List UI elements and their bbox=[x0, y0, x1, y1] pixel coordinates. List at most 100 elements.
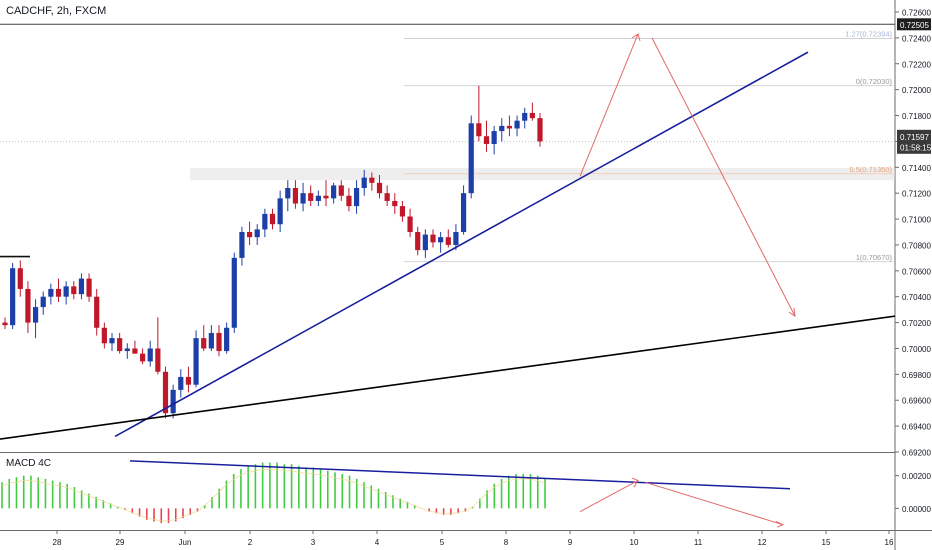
candle-body bbox=[10, 268, 16, 326]
candle-body bbox=[147, 348, 153, 362]
price-tick-label: 0.70800 bbox=[902, 241, 931, 250]
candle-body bbox=[71, 286, 77, 295]
candle-body bbox=[460, 193, 467, 232]
candle-body bbox=[537, 118, 543, 142]
price-tick-label: 0.70200 bbox=[902, 319, 931, 328]
macd-signal-line bbox=[1, 469, 546, 522]
candle-body bbox=[94, 296, 100, 328]
current-price-tag bbox=[897, 129, 931, 154]
macd-projection-down-line bbox=[644, 481, 784, 526]
price-tick-label: 0.70600 bbox=[902, 267, 931, 276]
candle-body bbox=[392, 200, 398, 207]
macd-divergence-line bbox=[129, 460, 791, 490]
candle-body bbox=[399, 206, 406, 217]
candle-body bbox=[246, 232, 253, 238]
macd-tick-label: 0.00200 bbox=[902, 472, 931, 481]
candle-body bbox=[514, 120, 520, 129]
price-tick-label: 0.71800 bbox=[902, 112, 931, 121]
time-axis-layer[interactable]: 28 29 Jun 2 3 4 5 8 9 10 11 12 15 16 bbox=[53, 530, 894, 547]
price-tick-label: 0.69200 bbox=[902, 449, 931, 458]
candle-body bbox=[522, 112, 528, 121]
candle-body bbox=[369, 177, 375, 183]
symbol-title[interactable]: CADCHF, 2h, FXCM bbox=[6, 5, 106, 17]
marked-level-tag bbox=[897, 18, 931, 31]
candle-body bbox=[208, 332, 214, 349]
candles-layer bbox=[2, 85, 543, 419]
time-tick-label: 9 bbox=[568, 538, 573, 547]
price-tick-label: 0.69800 bbox=[902, 371, 931, 380]
candle-body bbox=[216, 332, 222, 352]
time-tick-label: 16 bbox=[885, 538, 894, 547]
drawings-layer[interactable] bbox=[0, 33, 896, 528]
time-tick-label: 11 bbox=[694, 538, 703, 547]
candle-body bbox=[285, 188, 291, 199]
candle-body bbox=[101, 327, 107, 344]
candle-body bbox=[139, 353, 146, 362]
time-tick-label: 2 bbox=[248, 538, 253, 547]
horizontal-lines-layer[interactable]: 1.27(0.72394) 0(0.72030) 0.5(0.71350) 1(0.7… bbox=[0, 23, 895, 263]
candle-body bbox=[231, 257, 237, 328]
candle-body bbox=[48, 288, 54, 297]
candle-body bbox=[376, 182, 383, 194]
time-tick-label: 4 bbox=[375, 538, 380, 547]
macd-histogram-layer bbox=[1, 462, 546, 524]
projection-up-arrowhead bbox=[631, 33, 641, 42]
candle-body bbox=[346, 195, 352, 207]
price-tick-label: 0.70000 bbox=[902, 345, 931, 354]
fib-level-label: 0(0.72030) bbox=[856, 77, 893, 86]
fib-level-label: 1(0.70670) bbox=[856, 253, 893, 262]
candle-body bbox=[361, 177, 367, 188]
candle-body bbox=[269, 213, 276, 225]
price-axis-layer[interactable]: 0.726000.724000.722000.720000.718000.716… bbox=[895, 9, 932, 514]
candle-body bbox=[155, 348, 161, 372]
bar-countdown: 01:58:15 bbox=[900, 143, 932, 152]
candle-body bbox=[315, 195, 321, 201]
candle-body bbox=[277, 198, 283, 225]
price-tick-label: 0.71400 bbox=[902, 164, 931, 173]
candle-body bbox=[86, 278, 92, 297]
candle-body bbox=[338, 185, 344, 196]
time-tick-label: 5 bbox=[440, 538, 445, 547]
time-tick-label: 10 bbox=[630, 538, 639, 547]
candle-body bbox=[438, 237, 444, 243]
candle-body bbox=[384, 193, 390, 201]
fib-level-label: 1.27(0.72394) bbox=[845, 30, 892, 39]
candle-body bbox=[25, 288, 31, 323]
time-tick-label: Jun bbox=[179, 538, 192, 547]
candle-body bbox=[422, 234, 428, 251]
candle-body bbox=[468, 123, 474, 194]
candle-body bbox=[476, 123, 482, 137]
candle-body bbox=[353, 188, 360, 207]
time-tick-label: 15 bbox=[822, 538, 831, 547]
projection-up-line bbox=[579, 33, 639, 177]
price-tick-label: 0.72200 bbox=[902, 60, 931, 69]
time-tick-label: 28 bbox=[53, 538, 62, 547]
current-price-value: 0.71597 bbox=[900, 133, 929, 142]
indicator-title[interactable]: MACD 4C bbox=[6, 458, 51, 469]
candle-body bbox=[331, 185, 337, 199]
candle-body bbox=[117, 338, 123, 352]
macd-projection-up-line bbox=[579, 480, 639, 513]
price-tick-label: 0.69600 bbox=[902, 397, 931, 406]
candle-body bbox=[323, 195, 329, 199]
price-tick-label: 0.72600 bbox=[902, 9, 931, 18]
candle-body bbox=[430, 234, 436, 243]
candle-body bbox=[201, 338, 207, 349]
candle-body bbox=[40, 296, 46, 308]
time-tick-label: 29 bbox=[116, 538, 125, 547]
time-tick-label: 12 bbox=[758, 538, 767, 547]
candle-body bbox=[162, 371, 169, 414]
candle-body bbox=[17, 268, 23, 289]
candle-body bbox=[491, 131, 497, 144]
price-tick-label: 0.69400 bbox=[902, 423, 931, 432]
candle-body bbox=[63, 286, 69, 297]
candle-body bbox=[132, 348, 138, 354]
candle-body bbox=[254, 229, 260, 238]
candle-body bbox=[32, 307, 39, 323]
candle-body bbox=[529, 112, 535, 119]
macd-projection-down-arrowhead bbox=[775, 521, 785, 528]
candle-body bbox=[185, 376, 192, 385]
projection-down-arrowhead bbox=[788, 308, 796, 318]
